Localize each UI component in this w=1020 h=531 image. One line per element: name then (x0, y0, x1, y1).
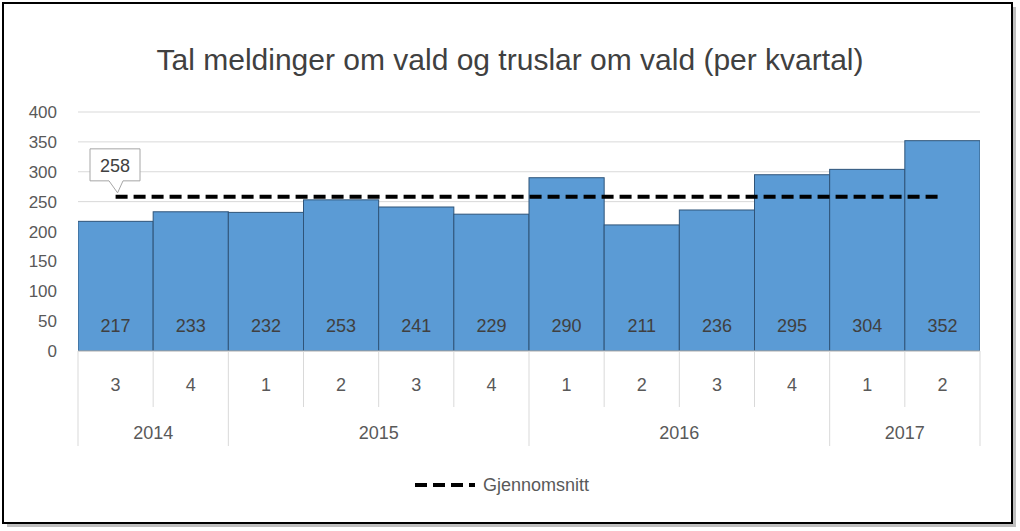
bar (529, 178, 604, 351)
grid-line (78, 141, 980, 142)
category-separator (303, 351, 304, 407)
bar (379, 207, 454, 351)
bar (228, 212, 303, 351)
annotation: 258 (100, 156, 130, 176)
y-tick-label: 400 (29, 103, 57, 122)
title: Tal meldinger om vald og truslar om vald… (157, 43, 864, 76)
data-label: 229 (476, 316, 506, 336)
grid-line (78, 112, 980, 113)
category-separator (980, 351, 981, 446)
frame (3, 3, 1012, 523)
x-tick-label: 3 (411, 375, 421, 395)
y-tick-label: 300 (29, 163, 57, 182)
category-separator (679, 351, 680, 407)
y-tick-label: 50 (38, 312, 57, 331)
x-tick-label: 4 (486, 375, 496, 395)
x-tick-label: 3 (111, 375, 121, 395)
y-tick-label: 200 (29, 223, 57, 242)
category-separator (453, 351, 454, 407)
legend-label: Gjennomsnitt (483, 475, 589, 495)
x-tick-label: 2 (937, 375, 947, 395)
bar (755, 175, 830, 351)
year-label: 2015 (359, 423, 399, 443)
bar (153, 212, 228, 351)
category-separator (228, 351, 229, 446)
data-label: 295 (777, 316, 807, 336)
y-tick-label: 150 (29, 252, 57, 271)
data-label: 217 (101, 316, 131, 336)
data-label: 211 (627, 316, 656, 336)
data-label: 236 (702, 316, 732, 336)
category-separator (153, 351, 154, 407)
y-tick-label: 100 (29, 282, 57, 301)
year-label: 2016 (659, 423, 699, 443)
category-separator (904, 351, 905, 407)
category-separator (378, 351, 379, 407)
y-tick-label: 250 (29, 193, 57, 212)
data-label: 352 (927, 316, 957, 336)
year-label: 2017 (885, 423, 925, 443)
category-separator (829, 351, 830, 446)
data-label: 253 (326, 316, 356, 336)
bar (78, 221, 153, 351)
bar (304, 200, 379, 351)
x-tick-label: 3 (712, 375, 722, 395)
bar (604, 225, 679, 351)
plot-area (78, 141, 980, 351)
legend-line (415, 483, 475, 487)
x-tick-label: 4 (186, 375, 196, 395)
category-separator (754, 351, 755, 407)
bar (679, 210, 754, 351)
category-separator (78, 351, 79, 446)
average-line (116, 195, 943, 199)
data-label: 290 (552, 316, 582, 336)
bar (905, 141, 980, 351)
callout-box (90, 149, 140, 193)
x-tick-label: 1 (261, 375, 271, 395)
x-tick-label: 2 (336, 375, 346, 395)
x-tick-label: 1 (562, 375, 572, 395)
x-tick-label: 4 (787, 375, 797, 395)
y-tick-label: 0 (48, 342, 57, 361)
data-label: 304 (852, 316, 882, 336)
data-label: 233 (176, 316, 206, 336)
bar (454, 214, 529, 351)
data-label: 241 (401, 316, 431, 336)
category-separator (529, 351, 530, 446)
category-separator (604, 351, 605, 407)
data-label: 232 (251, 316, 281, 336)
x-tick-label: 2 (637, 375, 647, 395)
chart-svg: Tal meldinger om vald og truslar om vald… (0, 0, 1020, 531)
x-tick-label: 1 (862, 375, 872, 395)
year-label: 2014 (133, 423, 173, 443)
y-tick-label: 350 (29, 133, 57, 152)
